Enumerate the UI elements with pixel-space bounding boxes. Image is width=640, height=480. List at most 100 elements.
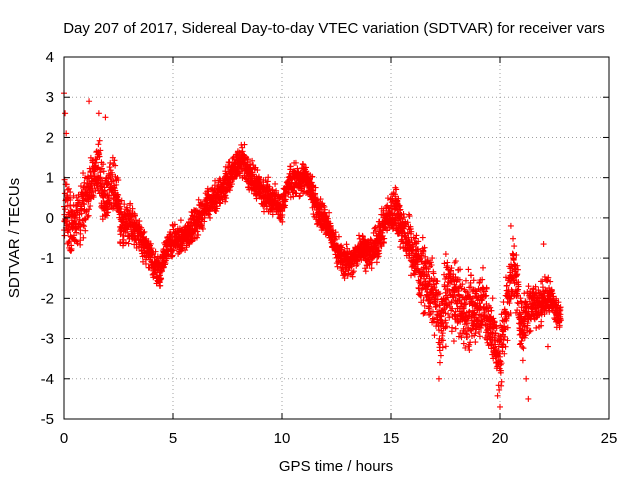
- x-tick-label: 0: [60, 430, 68, 447]
- data-point: [67, 197, 74, 204]
- data-point: [490, 315, 497, 322]
- data-point: [82, 227, 89, 234]
- data-point: [519, 357, 526, 364]
- data-point: [459, 281, 466, 288]
- data-point: [439, 344, 446, 351]
- data-point: [376, 250, 383, 257]
- data-point: [436, 290, 443, 297]
- data-point: [466, 347, 473, 354]
- x-axis-label: GPS time / hours: [279, 458, 393, 475]
- data-point: [65, 229, 72, 236]
- data-point: [541, 311, 548, 318]
- data-point: [553, 295, 560, 302]
- x-tick-label: 20: [492, 430, 509, 447]
- y-tick-label: -1: [41, 250, 54, 267]
- data-point: [513, 252, 520, 259]
- data-point: [504, 324, 511, 331]
- data-point: [518, 337, 525, 344]
- data-point: [85, 206, 92, 213]
- data-point: [524, 322, 531, 329]
- data-point: [214, 205, 221, 212]
- data-point: [544, 277, 551, 284]
- data-point: [488, 307, 495, 314]
- data-point: [485, 308, 492, 315]
- data-point: [326, 209, 333, 216]
- data-point: [492, 330, 499, 337]
- data-point: [182, 247, 189, 254]
- data-point: [548, 287, 555, 294]
- data-point: [193, 234, 200, 241]
- data-point: [157, 282, 164, 289]
- data-point: [343, 241, 350, 248]
- data-point: [476, 300, 483, 307]
- axis-ticks: [63, 56, 610, 420]
- data-point: [132, 217, 139, 224]
- data-point: [527, 327, 534, 334]
- data-point: [417, 255, 424, 262]
- data-point: [62, 110, 69, 117]
- data-point: [141, 228, 148, 235]
- data-point: [439, 332, 446, 339]
- data-point: [482, 293, 489, 300]
- data-point: [462, 277, 469, 284]
- data-point: [109, 171, 116, 178]
- y-tick-label: 4: [46, 49, 54, 66]
- data-point: [507, 222, 514, 229]
- data-point: [557, 317, 564, 324]
- data-point: [504, 337, 511, 344]
- data-point: [438, 313, 445, 320]
- data-point: [547, 278, 554, 285]
- data-point: [444, 283, 451, 290]
- data-point: [442, 251, 449, 258]
- data-point: [532, 283, 539, 290]
- data-point: [525, 395, 532, 402]
- data-point: [147, 240, 154, 247]
- data-point: [467, 284, 474, 291]
- data-point: [514, 292, 521, 299]
- data-point: [96, 137, 103, 144]
- data-point: [459, 305, 466, 312]
- data-point: [118, 197, 125, 204]
- data-point: [436, 347, 443, 354]
- data-point: [266, 183, 273, 190]
- data-point: [439, 330, 446, 337]
- data-point: [406, 213, 413, 220]
- data-point: [502, 308, 509, 315]
- data-point: [124, 226, 131, 233]
- data-point: [272, 180, 279, 187]
- data-point: [70, 192, 77, 199]
- data-point: [519, 343, 526, 350]
- data-point: [142, 260, 149, 267]
- data-point: [497, 403, 503, 410]
- data-point: [105, 170, 112, 177]
- data-point: [297, 192, 304, 199]
- data-point: [510, 276, 517, 283]
- data-point: [430, 318, 437, 325]
- data-point: [475, 328, 482, 335]
- data-point: [449, 324, 456, 331]
- data-point: [92, 159, 99, 166]
- data-point: [296, 193, 303, 200]
- data-point: [476, 333, 483, 340]
- data-point: [432, 304, 439, 311]
- data-point: [112, 162, 119, 169]
- data-point: [384, 226, 391, 233]
- data-point: [422, 309, 429, 316]
- chart-title: Day 207 of 2017, Sidereal Day-to-day VTE…: [63, 20, 605, 37]
- data-point: [525, 283, 532, 290]
- data-point: [96, 153, 103, 160]
- data-point: [107, 159, 114, 166]
- y-tick-label: 2: [46, 129, 54, 146]
- data-point: [472, 339, 479, 346]
- data-point: [62, 206, 69, 213]
- data-point: [254, 167, 261, 174]
- data-point: [106, 164, 113, 171]
- data-point: [279, 218, 286, 225]
- data-point: [107, 167, 114, 174]
- data-point: [533, 324, 540, 331]
- data-point: [421, 302, 428, 309]
- data-point: [521, 290, 528, 297]
- data-point: [356, 235, 363, 242]
- data-point: [350, 268, 357, 275]
- data-point: [245, 156, 252, 163]
